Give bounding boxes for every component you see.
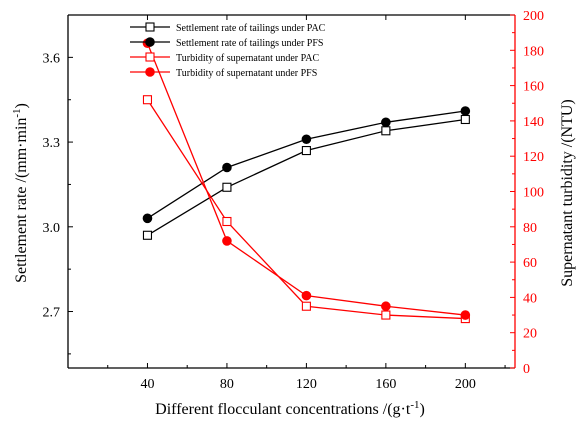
data-point <box>301 134 312 145</box>
data-point <box>222 182 232 192</box>
left-y-tick-label: 3.6 <box>43 51 61 66</box>
right-y-tick-label: 140 <box>523 115 544 130</box>
data-point <box>301 146 311 156</box>
data-point <box>222 216 232 227</box>
right-y-tick-label: 20 <box>523 327 537 342</box>
x-tick-label: 160 <box>375 377 396 392</box>
legend-label: Settlement rate of tailings under PFS <box>176 38 323 49</box>
legend-marker <box>145 37 155 47</box>
left-y-tick-label: 3.0 <box>43 221 61 236</box>
series-line-3 <box>146 99 466 320</box>
right-y-tick-label: 40 <box>523 291 537 306</box>
series-line-4 <box>146 42 466 316</box>
data-point <box>222 162 232 173</box>
right-y-tick-label: 160 <box>523 80 544 95</box>
x-tick-label: 200 <box>455 377 476 392</box>
data-point <box>142 95 153 105</box>
data-point <box>381 310 391 320</box>
series-line-2 <box>147 110 466 219</box>
right-y-tick-label: 60 <box>523 256 537 271</box>
data-point <box>381 301 391 312</box>
left-y-axis-title: Settlement rate /(mm·min-1) <box>11 103 30 283</box>
x-axis-title: Different flocculant concentrations /(g·… <box>155 399 425 418</box>
legend-marker <box>145 52 155 62</box>
data-point <box>301 301 311 311</box>
left-y-tick-label: 3.3 <box>43 136 61 151</box>
legend-marker <box>145 22 155 32</box>
right-y-tick-label: 0 <box>523 362 530 377</box>
right-y-tick-label: 100 <box>523 186 544 201</box>
data-point <box>460 106 471 116</box>
right-y-tick-label: 120 <box>523 150 544 165</box>
x-tick-label: 80 <box>220 377 234 392</box>
data-point <box>222 236 232 246</box>
legend-marker <box>145 67 155 77</box>
right-y-axis-title: Supernatant turbidity /(NTU) <box>559 99 576 287</box>
left-y-tick-label: 2.7 <box>43 306 61 321</box>
data-point <box>381 126 391 136</box>
data-point <box>460 310 471 320</box>
x-tick-label: 120 <box>296 377 317 392</box>
data-point <box>381 117 391 128</box>
legend-label: Turbidity of supernatant under PAC <box>176 53 319 64</box>
data-point <box>301 290 312 301</box>
data-point <box>460 114 470 125</box>
legend-label: Turbidity of supernatant under PFS <box>176 68 317 79</box>
legend-label: Settlement rate of tailings under PAC <box>176 23 326 34</box>
data-point <box>142 230 153 240</box>
right-y-tick-label: 80 <box>523 221 537 236</box>
x-tick-label: 40 <box>140 377 154 392</box>
right-y-tick-label: 200 <box>523 9 544 24</box>
data-point <box>142 213 153 224</box>
right-y-tick-label: 180 <box>523 44 544 59</box>
